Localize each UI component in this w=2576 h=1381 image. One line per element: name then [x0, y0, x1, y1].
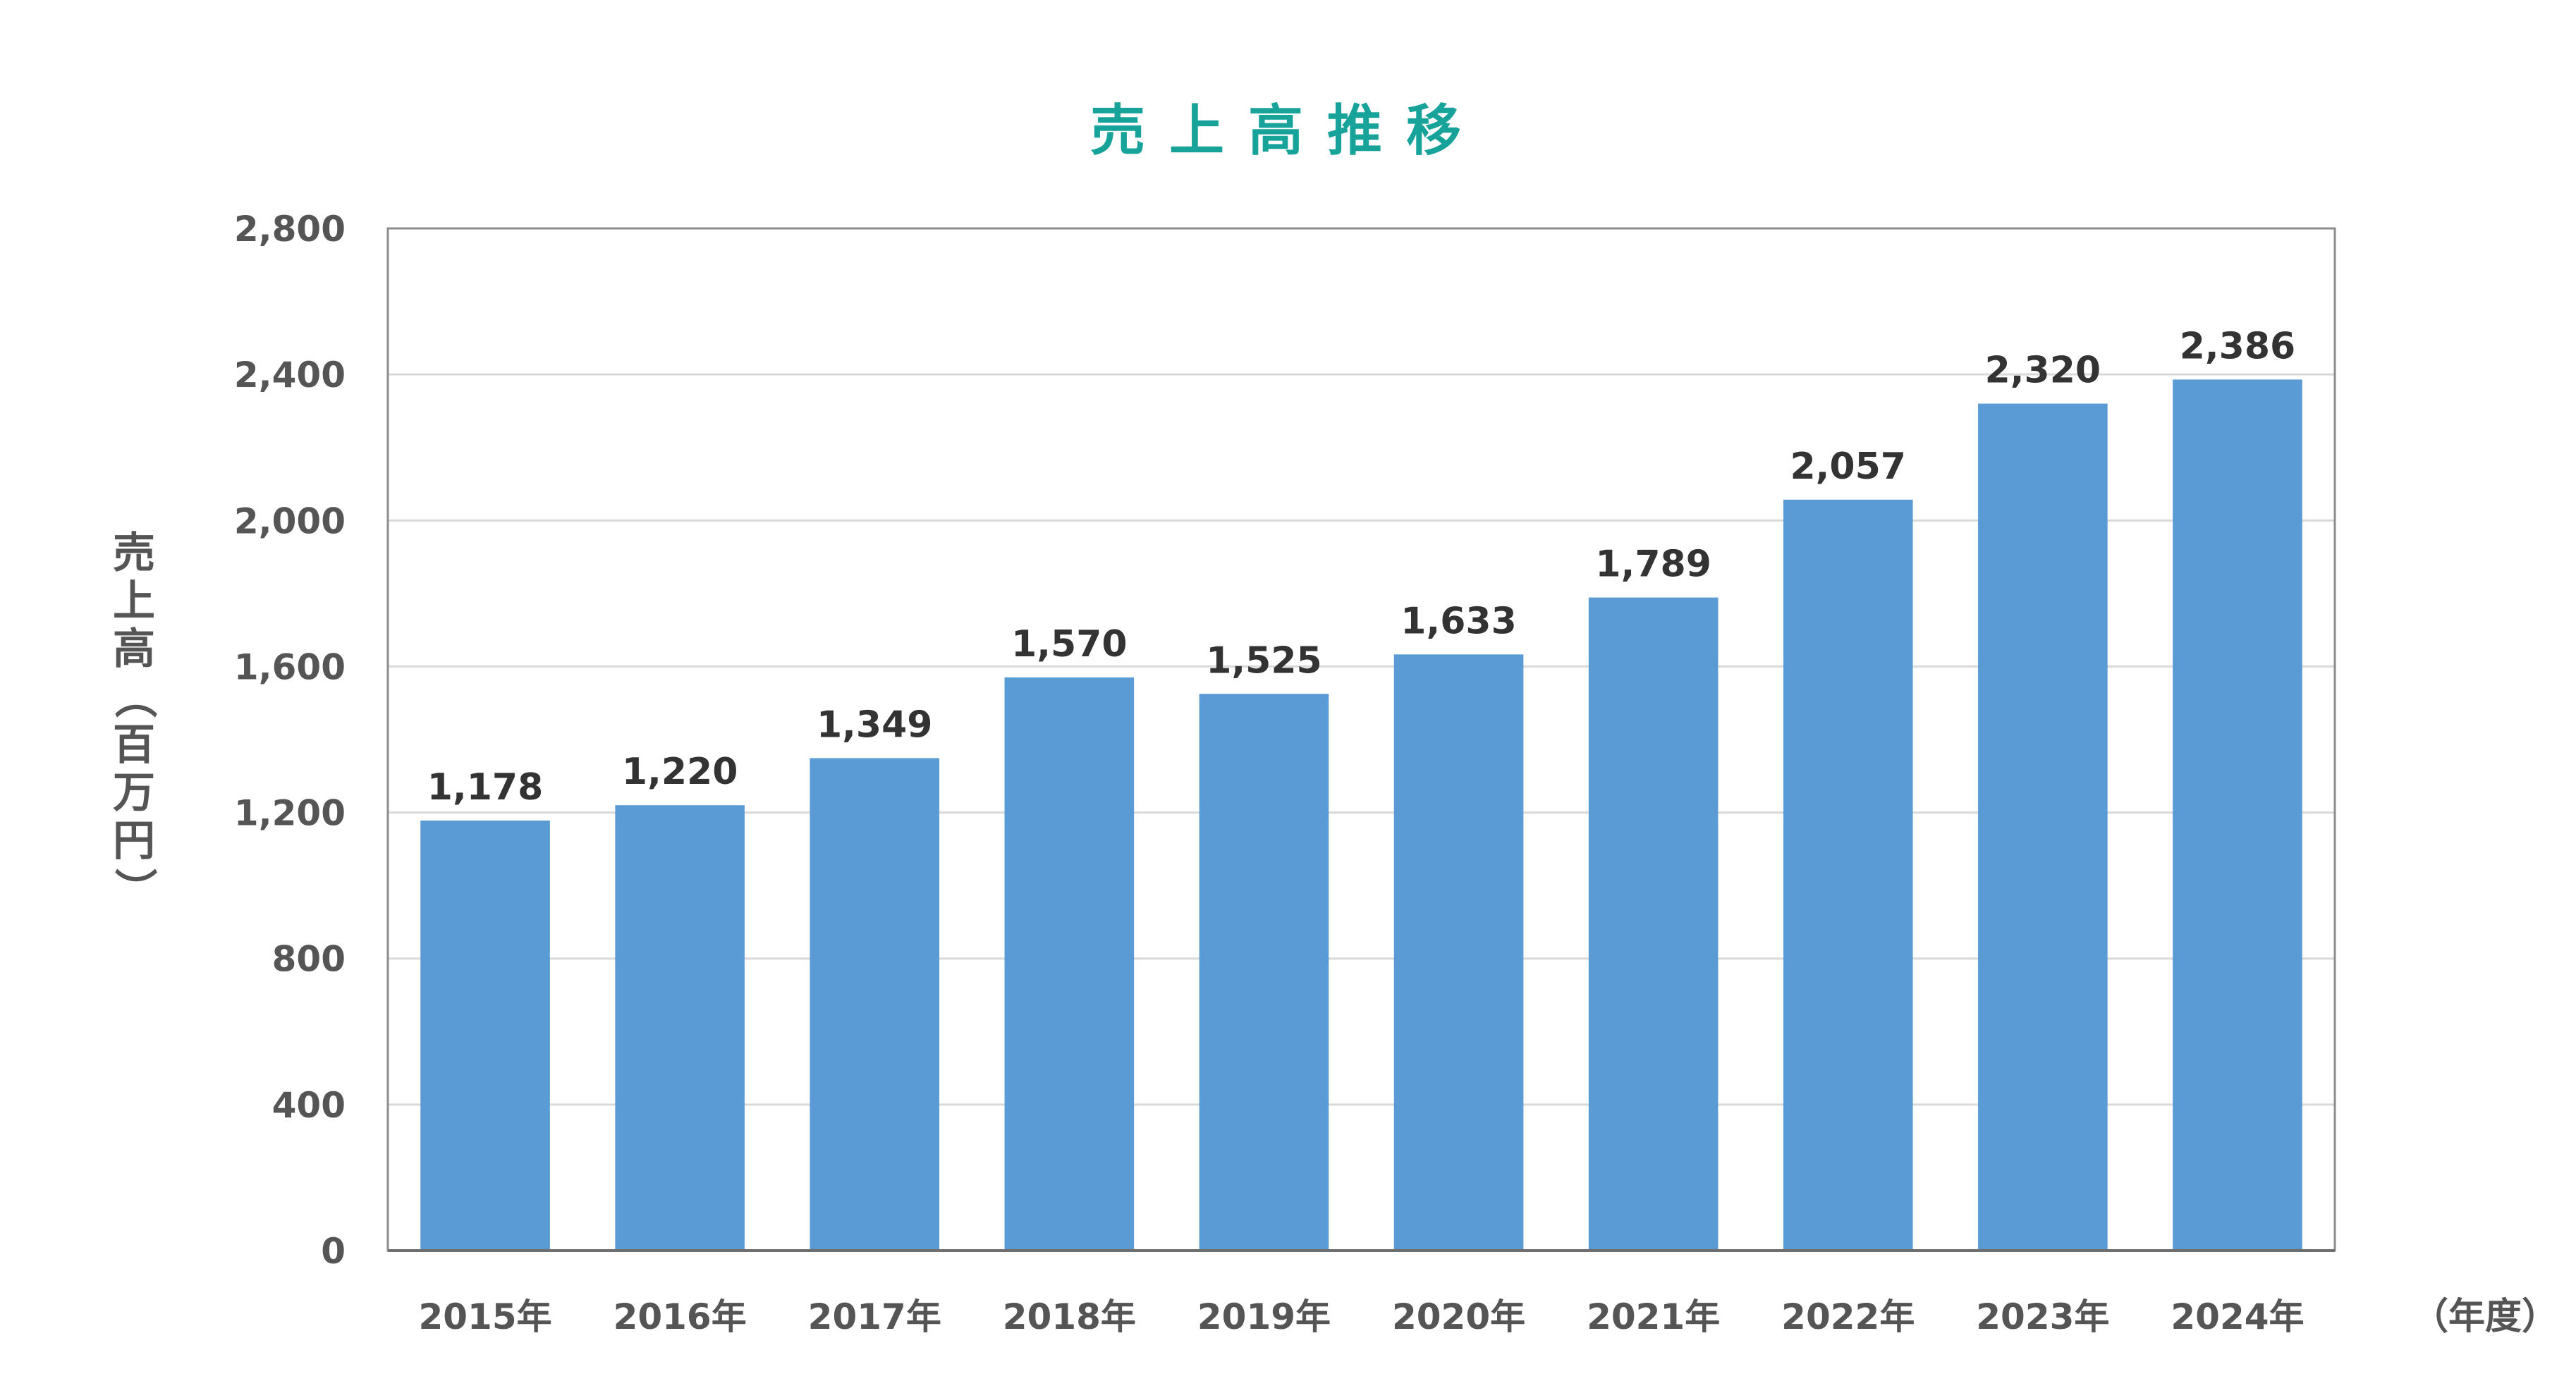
bars	[420, 379, 2302, 1251]
y-axis-title-char: 高	[113, 625, 155, 674]
y-axis-ticks: 0 400 800 1,200 1,600 2,000 2,400 2,800	[234, 209, 346, 1272]
y-tick-label: 1,600	[234, 646, 346, 687]
chart-title: 売上高推移	[1090, 99, 1485, 163]
bar-value-label: 1,633	[1400, 600, 1516, 642]
x-tick-label: 2021年	[1587, 1296, 1720, 1337]
y-tick-label: 400	[272, 1085, 346, 1126]
x-axis-unit-label: （年度）	[2412, 1296, 2558, 1338]
x-tick-label: 2018年	[1003, 1296, 1136, 1337]
bar-value-label: 1,789	[1595, 544, 1711, 586]
bar-value-label: 1,349	[817, 704, 932, 746]
y-axis-title-char: 売	[113, 529, 155, 578]
data-labels: 1,178 1,220 1,349 1,570 1,525 1,633 1,789 2,057…	[427, 325, 2295, 809]
x-tick-label: 2015年	[418, 1296, 551, 1337]
y-tick-label: 1,200	[234, 793, 346, 834]
y-axis-title-char: 円	[113, 816, 155, 866]
x-tick-label: 2017年	[808, 1296, 941, 1337]
bar	[1199, 694, 1329, 1251]
bar-value-label: 1,525	[1206, 639, 1321, 682]
y-axis-title-char: 百	[113, 720, 155, 770]
y-tick-label: 2,800	[234, 209, 346, 250]
plot-frame	[386, 227, 2336, 1252]
bar	[1393, 654, 1524, 1251]
y-axis-title: 売上高（百万円）	[109, 529, 159, 910]
y-tick-label: 2,000	[234, 501, 346, 541]
bar-value-label: 2,320	[1985, 350, 2101, 392]
y-tick-label: 800	[272, 939, 346, 980]
bar	[1004, 677, 1135, 1251]
bar	[1978, 403, 2108, 1251]
x-tick-label: 2020年	[1392, 1296, 1525, 1337]
bar-value-label: 1,220	[622, 751, 738, 793]
x-tick-label: 2022年	[1781, 1296, 1915, 1337]
bar-value-label: 2,386	[2180, 325, 2295, 367]
y-axis-title-char: （	[109, 676, 159, 718]
bar	[420, 820, 550, 1251]
bar	[1588, 597, 1719, 1251]
x-axis-ticks: 2015年 2016年 2017年 2018年 2019年 2020年 2021年 2022年…	[418, 1296, 2304, 1337]
y-tick-label: 2,400	[234, 355, 346, 395]
bar	[1783, 499, 1913, 1251]
x-tick-label: 2016年	[614, 1296, 747, 1337]
bar-value-label: 1,178	[427, 766, 543, 809]
x-tick-label: 2023年	[1976, 1296, 2109, 1337]
bar-value-label: 1,570	[1011, 623, 1127, 665]
y-axis-title-char: 万	[113, 768, 155, 818]
x-tick-label: 2019年	[1197, 1296, 1331, 1337]
y-axis-title-char: 上	[113, 577, 155, 626]
bar	[615, 805, 745, 1251]
bar-value-label: 2,057	[1790, 446, 1906, 488]
y-axis-title-char: ）	[109, 868, 159, 910]
x-tick-label: 2024年	[2171, 1296, 2304, 1337]
bar	[2173, 379, 2302, 1251]
bar	[810, 758, 940, 1251]
y-tick-label: 0	[321, 1231, 346, 1272]
